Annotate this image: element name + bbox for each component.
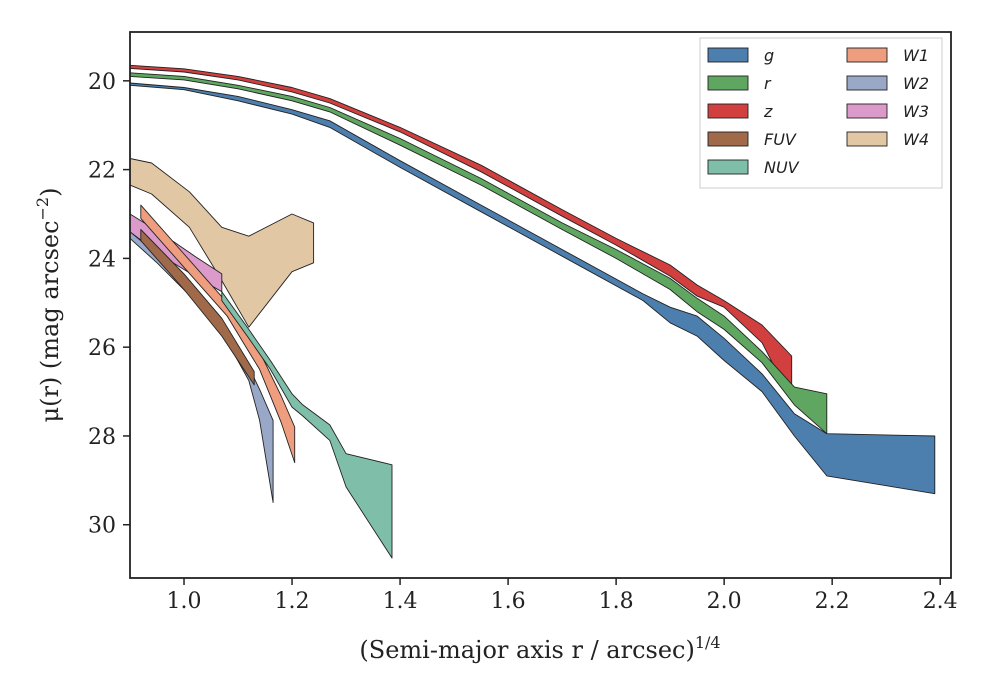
x-tick-label: 1.4 xyxy=(383,589,418,614)
legend-label-w3: W3 xyxy=(903,102,929,121)
legend-label-w2: W2 xyxy=(903,74,929,93)
y-axis-label-suffix: ) xyxy=(36,188,64,197)
legend-label-w1: W1 xyxy=(903,46,929,65)
legend-label-r: r xyxy=(764,74,772,93)
x-tick-label: 2.4 xyxy=(923,589,958,614)
legend-swatch-g xyxy=(707,47,749,63)
legend-label-g: g xyxy=(764,46,774,65)
legend-label-w4: W4 xyxy=(903,130,929,149)
x-tick-label: 1.6 xyxy=(491,589,526,614)
legend-swatch-w3 xyxy=(846,103,888,119)
series-band-w4 xyxy=(129,158,315,328)
legend-swatch-w2 xyxy=(846,75,888,91)
plot-frame xyxy=(129,31,952,579)
y-tick-label: 22 xyxy=(88,159,116,184)
legend-swatch-r xyxy=(707,75,749,91)
y-axis-label: μ(r) (mag arcsec−2) xyxy=(33,188,64,423)
y-axis-label-superscript: −2 xyxy=(33,197,52,221)
legend-swatch-fuv xyxy=(707,131,749,147)
series-band-nuv xyxy=(221,291,393,559)
legend-label-z: z xyxy=(763,102,773,121)
legend-swatch-nuv xyxy=(707,159,749,175)
y-tick-label: 20 xyxy=(88,70,116,95)
series-band-g xyxy=(129,82,936,495)
x-tick-label: 1.2 xyxy=(275,589,310,614)
y-tick-label: 28 xyxy=(88,425,116,450)
x-tick-label: 2.2 xyxy=(815,589,850,614)
x-axis: 1.0 1.2 1.4 1.6 1.8 2.0 2.2 2.4 xyxy=(167,578,958,614)
series-layer xyxy=(129,64,936,559)
x-tick-label: 2.0 xyxy=(707,589,742,614)
legend-label-fuv: FUV xyxy=(764,130,797,149)
x-axis-label-superscript: 1/4 xyxy=(695,633,721,652)
legend-swatch-z xyxy=(707,103,749,119)
y-tick-label: 26 xyxy=(88,336,116,361)
legend-swatch-w1 xyxy=(846,47,888,63)
y-axis: 20 22 24 26 28 30 xyxy=(88,70,130,539)
y-tick-label: 24 xyxy=(88,247,116,272)
y-tick-label: 30 xyxy=(88,514,116,539)
x-tick-label: 1.0 xyxy=(167,589,202,614)
x-axis-label: (Semi-major axis r / arcsec)1/4 xyxy=(359,633,720,664)
legend-label-nuv: NUV xyxy=(764,158,800,177)
x-tick-label: 1.8 xyxy=(599,589,634,614)
legend: grz FUV NUV W1 W2 W3 W4 xyxy=(699,37,943,189)
series-band-fuv xyxy=(140,229,255,386)
legend-swatch-w4 xyxy=(846,131,888,147)
